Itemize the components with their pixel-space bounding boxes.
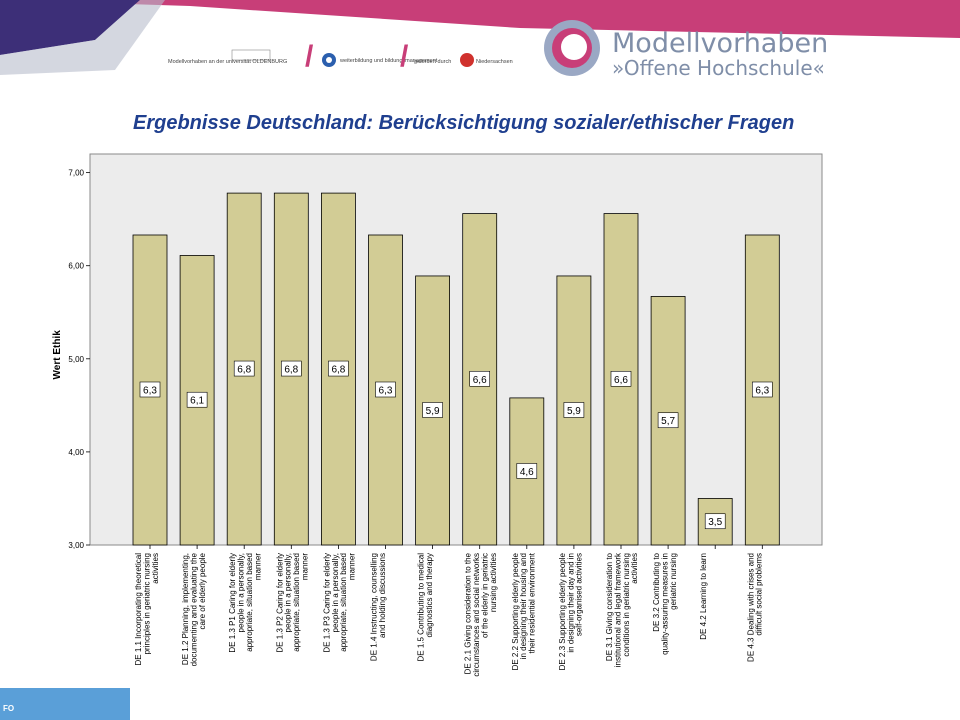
data-label-box (704, 513, 726, 530)
partner-weiterbildung-text: weiterbildung und bildungsmanagement (340, 58, 438, 64)
x-tick-label: DE 1.3 P2 Caring for elderlypeople in a … (275, 553, 309, 653)
x-tick-label: DE 1.5 Contributing to medicaldiagnostic… (417, 553, 434, 662)
y-axis: 3,00 4,00 5,00 6,00 7,00 (68, 169, 90, 550)
y-tick-label: 5,00 (68, 355, 84, 364)
x-tick-label: DE 1.3 P1 Caring for elderlypeople in a … (228, 553, 262, 653)
data-label: 6,8 (331, 365, 345, 376)
y-tick-label: 7,00 (68, 169, 84, 178)
data-label-box (516, 463, 538, 479)
logo-subtitle: »Offene Hochschule« (612, 56, 825, 80)
bar-chart: 3,004,005,006,007,00 Wert Ethik 6,36,16,… (52, 153, 823, 677)
header-banner (0, 0, 960, 76)
y-tick-label: 4,00 (68, 448, 84, 457)
partner-gefoerdert-text: gefördert durch (414, 59, 452, 65)
data-label-box (610, 370, 632, 387)
footer-text: FO (3, 704, 15, 713)
x-tick-label: DE 2.2 Supporting elderly peoplein desig… (511, 552, 537, 670)
data-label-box (422, 402, 443, 418)
x-tick-label: DE 3.2 Contributing toquality-assuring m… (652, 552, 678, 654)
data-label: 6,8 (237, 365, 251, 376)
niedersachsen-horse-icon (460, 53, 474, 67)
banner-magenta-band (0, 0, 960, 38)
y-axis-label: Wert Ethik (52, 330, 63, 380)
data-label: 6,6 (473, 375, 487, 386)
y-tick-label: 6,00 (68, 262, 84, 271)
data-label: 3,5 (708, 517, 722, 528)
divider-slash: / (305, 40, 314, 73)
data-label-box (375, 381, 396, 398)
x-tick-label: DE 3.1 Giving consideration toinstitutio… (605, 552, 639, 667)
divider-slash: / (400, 40, 409, 73)
x-tick-label: DE 2.1 Giving consideration to thecircum… (464, 552, 498, 676)
data-label: 6,8 (284, 365, 298, 376)
x-tick-label: DE 4.2 Learning to learn (699, 553, 708, 640)
data-label: 4,6 (520, 467, 534, 478)
partner-university-text: Modellvorhaben an der universität OLDENB… (168, 59, 288, 65)
x-tick-label: DE 1.4 Instructing, counsellingand holdi… (370, 553, 387, 661)
x-tick-label: DE 4.3 Dealing with crises anddifficult … (746, 553, 763, 662)
data-label: 6,3 (143, 385, 157, 396)
data-label-box (657, 412, 679, 429)
banner-purple-shape (0, 0, 140, 55)
x-tick-label: DE 1.1 Incorporating theoreticalprincipl… (134, 553, 160, 666)
data-label-box (328, 360, 349, 377)
arbeitsbereich-logo-icon (322, 53, 336, 67)
x-tick-labels: DE 1.1 Incorporating theoreticalprincipl… (134, 545, 764, 677)
data-label: 5,7 (661, 416, 675, 427)
data-label-box (563, 402, 585, 418)
bars-group: 6,3 6,1 6,8 6,8 6,8 6,3 5,9 6,6 4,6 5,9 6,6 5,7 3,5 6… (132, 192, 780, 546)
data-label: 5,9 (567, 406, 581, 417)
x-tick-label: DE 1.2 Planning, implementing,documentin… (181, 552, 207, 666)
logo-title: Modellvorhaben (612, 28, 829, 59)
data-label-box (139, 381, 161, 398)
x-tick-label: DE 2.3 Supporting elderly peoplein desig… (558, 552, 584, 670)
page-title: Ergebnisse Deutschland: Berücksichtigung… (133, 112, 795, 134)
x-tick-label: DE 1.3 P3 Caring for elderlypeople in a … (322, 553, 356, 653)
data-label: 6,6 (614, 375, 628, 386)
banner-grey-shape (0, 0, 165, 75)
data-label-box (186, 391, 208, 408)
data-label: 5,9 (426, 406, 440, 417)
partner-niedersachsen-text: Niedersachsen (476, 59, 513, 65)
data-label-box (751, 381, 773, 398)
data-label: 6,3 (379, 385, 393, 396)
footer-strip (0, 688, 130, 720)
data-label-box (469, 370, 491, 387)
university-logo-icon (231, 49, 271, 61)
data-label: 6,3 (755, 385, 769, 396)
data-label-box (280, 360, 302, 377)
data-label: 6,1 (190, 396, 204, 407)
y-tick-label: 3,00 (68, 541, 84, 550)
logo-ring-icon (544, 20, 600, 76)
data-label-box (233, 360, 255, 377)
